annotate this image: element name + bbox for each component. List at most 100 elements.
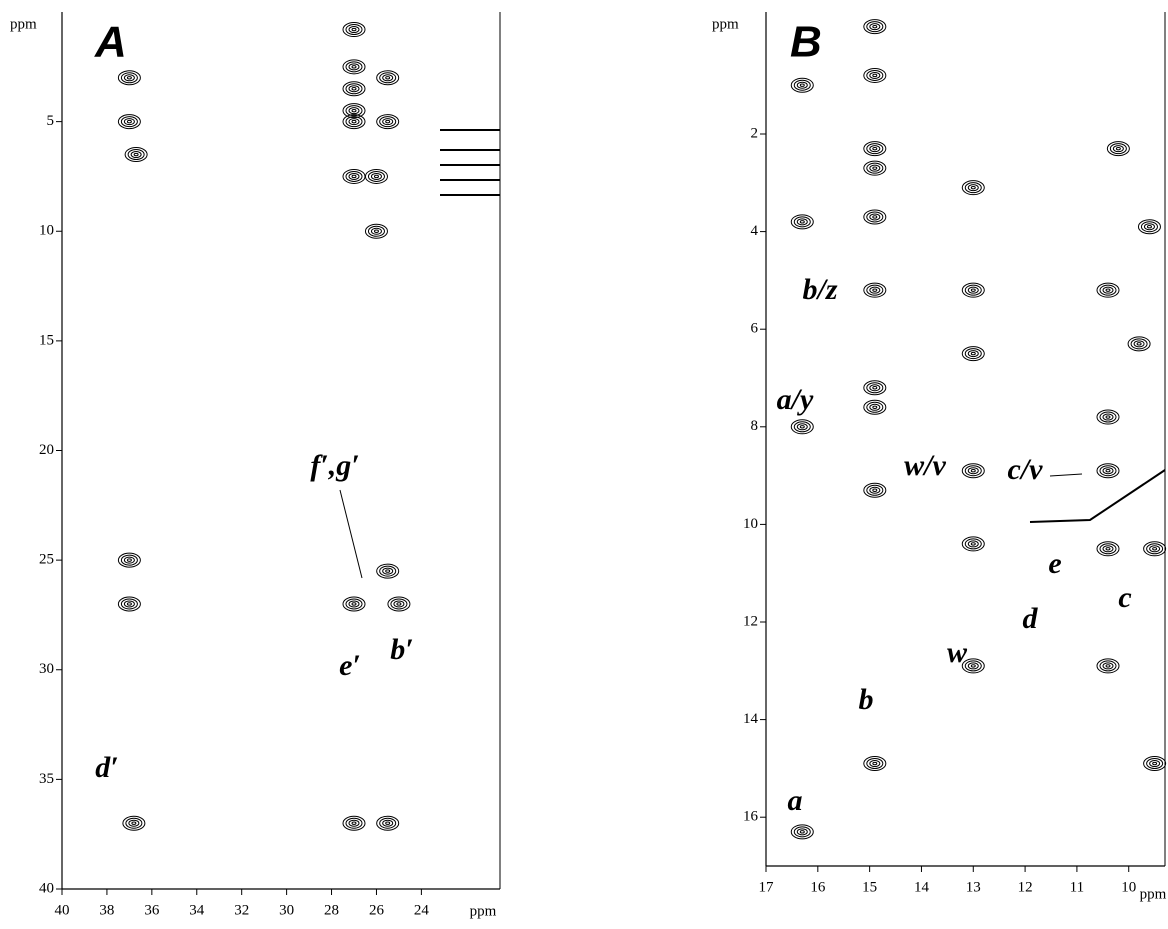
peak [117, 596, 141, 612]
contour-line [126, 558, 132, 562]
contour-line [967, 467, 979, 475]
contour-line [348, 600, 360, 608]
peak [863, 160, 887, 176]
contour-line [970, 288, 976, 292]
peak [961, 463, 985, 479]
contour-line [348, 26, 360, 34]
x-tick-label: 38 [99, 902, 114, 918]
contour-line [345, 105, 363, 117]
contour-line [348, 118, 360, 126]
y-tick-label: 10 [743, 516, 758, 532]
peak [342, 815, 366, 831]
contour-line [961, 536, 985, 552]
contour-line [379, 565, 397, 577]
y-tick-label: 12 [743, 613, 758, 629]
peak [863, 19, 887, 35]
contour-line [1099, 411, 1117, 423]
y-tick-label: 15 [39, 332, 54, 348]
contour-line [342, 596, 366, 612]
peak [961, 658, 985, 674]
peak [364, 223, 388, 239]
contour-line [342, 114, 366, 130]
contour-line [872, 386, 878, 390]
contour-line [1109, 143, 1127, 155]
contour-line [1102, 545, 1114, 553]
contour-line [373, 229, 379, 233]
peak [342, 81, 366, 97]
contour-line [1102, 662, 1114, 670]
x-tick-label: 10 [1121, 879, 1136, 895]
contour-line [126, 119, 132, 124]
contour-line [367, 170, 385, 182]
contour-line [872, 288, 878, 292]
peak [863, 482, 887, 498]
contour-line [961, 282, 985, 298]
panel-label: A [94, 18, 127, 67]
contour-line [863, 482, 887, 498]
contour-line [869, 486, 881, 494]
x-tick-label: 14 [914, 879, 930, 895]
contour-line [1149, 545, 1161, 553]
peak-label: c [1118, 581, 1131, 614]
x-tick-label: 24 [414, 902, 430, 918]
contour-line [364, 223, 388, 239]
contour-line [1146, 543, 1164, 555]
contour-line [866, 484, 884, 496]
contour-line [869, 760, 881, 768]
contour-line [117, 70, 141, 86]
peak [1127, 336, 1151, 352]
contour-line [1115, 146, 1121, 151]
contour-line [872, 24, 878, 29]
peak-label: b′ [390, 633, 413, 666]
contour-line [1096, 282, 1120, 298]
peak-label: b [859, 683, 874, 716]
contour-line [131, 821, 137, 825]
contour-line [1137, 219, 1161, 235]
contour-line [866, 143, 884, 155]
contour-line [130, 151, 142, 159]
diagonal [1029, 469, 1166, 523]
peak [387, 596, 411, 612]
contour-line [351, 108, 357, 113]
contour-line [126, 76, 132, 80]
peak [117, 114, 141, 130]
contour-line [964, 538, 982, 550]
contour-line [1152, 761, 1158, 766]
peak [342, 114, 366, 130]
contour-line [120, 116, 138, 128]
peak-label: a/y [777, 383, 814, 416]
contour-line [796, 828, 808, 836]
contour-line [376, 114, 400, 130]
x-tick-label: 11 [1070, 879, 1084, 895]
contour-line [961, 346, 985, 362]
x-tick-label: 30 [279, 902, 294, 918]
contour-line [127, 149, 145, 161]
contour-line [393, 600, 405, 608]
peak [117, 552, 141, 568]
contour-line [1102, 286, 1114, 294]
contour-line [961, 658, 985, 674]
y-tick-label: 10 [39, 223, 54, 239]
contour-line [866, 211, 884, 223]
peak [376, 563, 400, 579]
contour-line [379, 817, 397, 829]
peak [342, 22, 366, 38]
contour-line [796, 423, 808, 431]
peak [961, 180, 985, 196]
contour-line [1102, 467, 1114, 475]
contour-line [387, 596, 411, 612]
contour-line [342, 59, 366, 75]
peak-label: e′ [339, 649, 361, 682]
peak [790, 419, 814, 435]
contour-line [1152, 547, 1158, 551]
contour-line [396, 602, 402, 606]
contour-line [863, 19, 887, 35]
contour-line [967, 662, 979, 670]
contour-line [967, 184, 979, 192]
peak-label: f′,g′ [310, 449, 359, 482]
contour-line [964, 660, 982, 672]
contour-line [967, 286, 979, 294]
contour-line [964, 182, 982, 194]
contour-line [385, 821, 391, 825]
